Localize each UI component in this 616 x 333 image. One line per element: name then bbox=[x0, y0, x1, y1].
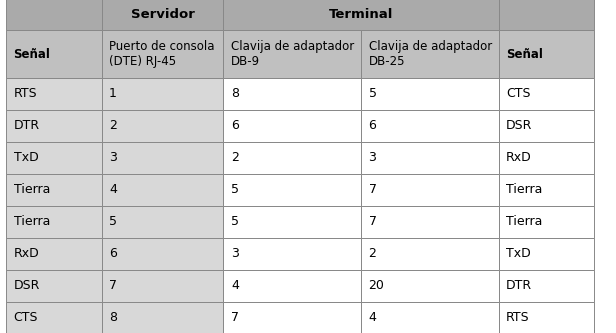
Text: 3: 3 bbox=[368, 151, 376, 165]
Bar bbox=[224, 238, 361, 270]
Text: 7: 7 bbox=[109, 279, 117, 292]
Bar bbox=[224, 270, 361, 302]
Text: 8: 8 bbox=[231, 87, 239, 101]
Text: 5: 5 bbox=[231, 215, 239, 228]
Bar bbox=[361, 238, 499, 270]
Text: CTS: CTS bbox=[506, 87, 530, 101]
Text: 4: 4 bbox=[231, 279, 239, 292]
Bar bbox=[6, 174, 102, 206]
Text: Clavija de adaptador
DB-9: Clavija de adaptador DB-9 bbox=[231, 40, 354, 68]
Text: Tierra: Tierra bbox=[14, 183, 50, 196]
Bar bbox=[361, 174, 499, 206]
Bar bbox=[102, 174, 224, 206]
Text: 6: 6 bbox=[109, 247, 117, 260]
Bar bbox=[224, 78, 361, 110]
Bar bbox=[102, 30, 224, 78]
Bar bbox=[6, 238, 102, 270]
Text: CTS: CTS bbox=[14, 311, 38, 324]
Text: 4: 4 bbox=[109, 183, 117, 196]
Bar bbox=[499, 0, 594, 30]
Text: 1: 1 bbox=[109, 87, 117, 101]
Text: 3: 3 bbox=[109, 151, 117, 165]
Bar bbox=[224, 110, 361, 142]
Bar bbox=[499, 174, 594, 206]
Text: 7: 7 bbox=[231, 311, 239, 324]
Text: Puerto de consola
(DTE) RJ-45: Puerto de consola (DTE) RJ-45 bbox=[109, 40, 214, 68]
Bar bbox=[102, 110, 224, 142]
Bar bbox=[102, 142, 224, 174]
Bar bbox=[499, 302, 594, 333]
Bar bbox=[6, 142, 102, 174]
Text: 4: 4 bbox=[368, 311, 376, 324]
Bar bbox=[224, 0, 499, 30]
Text: Clavija de adaptador
DB-25: Clavija de adaptador DB-25 bbox=[368, 40, 492, 68]
Bar bbox=[499, 206, 594, 238]
Text: TxD: TxD bbox=[506, 247, 531, 260]
Text: DSR: DSR bbox=[14, 279, 40, 292]
Text: Tierra: Tierra bbox=[14, 215, 50, 228]
Text: DSR: DSR bbox=[506, 119, 532, 133]
Text: 3: 3 bbox=[231, 247, 239, 260]
Text: 6: 6 bbox=[231, 119, 239, 133]
Bar bbox=[102, 0, 224, 30]
Bar bbox=[499, 30, 594, 78]
Bar bbox=[361, 78, 499, 110]
Bar bbox=[361, 206, 499, 238]
Bar bbox=[499, 270, 594, 302]
Bar bbox=[6, 206, 102, 238]
Bar bbox=[6, 302, 102, 333]
Text: 2: 2 bbox=[368, 247, 376, 260]
Bar bbox=[224, 142, 361, 174]
Text: 2: 2 bbox=[231, 151, 239, 165]
Text: 20: 20 bbox=[368, 279, 384, 292]
Bar bbox=[224, 302, 361, 333]
Text: Señal: Señal bbox=[506, 48, 543, 61]
Bar bbox=[102, 238, 224, 270]
Text: 7: 7 bbox=[368, 183, 376, 196]
Text: RTS: RTS bbox=[14, 87, 37, 101]
Text: 5: 5 bbox=[109, 215, 117, 228]
Text: 2: 2 bbox=[109, 119, 117, 133]
Bar bbox=[224, 174, 361, 206]
Bar bbox=[499, 238, 594, 270]
Bar bbox=[6, 110, 102, 142]
Text: DTR: DTR bbox=[14, 119, 39, 133]
Text: DTR: DTR bbox=[506, 279, 532, 292]
Bar bbox=[102, 302, 224, 333]
Bar bbox=[6, 30, 102, 78]
Bar bbox=[102, 270, 224, 302]
Bar bbox=[6, 0, 102, 30]
Text: Tierra: Tierra bbox=[506, 183, 543, 196]
Text: 5: 5 bbox=[368, 87, 376, 101]
Text: Señal: Señal bbox=[14, 48, 51, 61]
Text: Tierra: Tierra bbox=[506, 215, 543, 228]
Text: 6: 6 bbox=[368, 119, 376, 133]
Text: Terminal: Terminal bbox=[329, 8, 393, 21]
Bar bbox=[224, 30, 361, 78]
Bar bbox=[102, 206, 224, 238]
Bar bbox=[102, 78, 224, 110]
Text: 7: 7 bbox=[368, 215, 376, 228]
Text: TxD: TxD bbox=[14, 151, 38, 165]
Bar bbox=[499, 142, 594, 174]
Text: RxD: RxD bbox=[14, 247, 39, 260]
Text: RTS: RTS bbox=[506, 311, 530, 324]
Bar bbox=[361, 142, 499, 174]
Bar bbox=[361, 30, 499, 78]
Bar bbox=[361, 110, 499, 142]
Text: Servidor: Servidor bbox=[131, 8, 195, 21]
Bar bbox=[361, 302, 499, 333]
Text: 5: 5 bbox=[231, 183, 239, 196]
Bar bbox=[499, 110, 594, 142]
Text: 8: 8 bbox=[109, 311, 117, 324]
Bar bbox=[224, 206, 361, 238]
Bar bbox=[6, 78, 102, 110]
Bar bbox=[499, 78, 594, 110]
Text: RxD: RxD bbox=[506, 151, 532, 165]
Bar bbox=[361, 270, 499, 302]
Bar bbox=[6, 270, 102, 302]
